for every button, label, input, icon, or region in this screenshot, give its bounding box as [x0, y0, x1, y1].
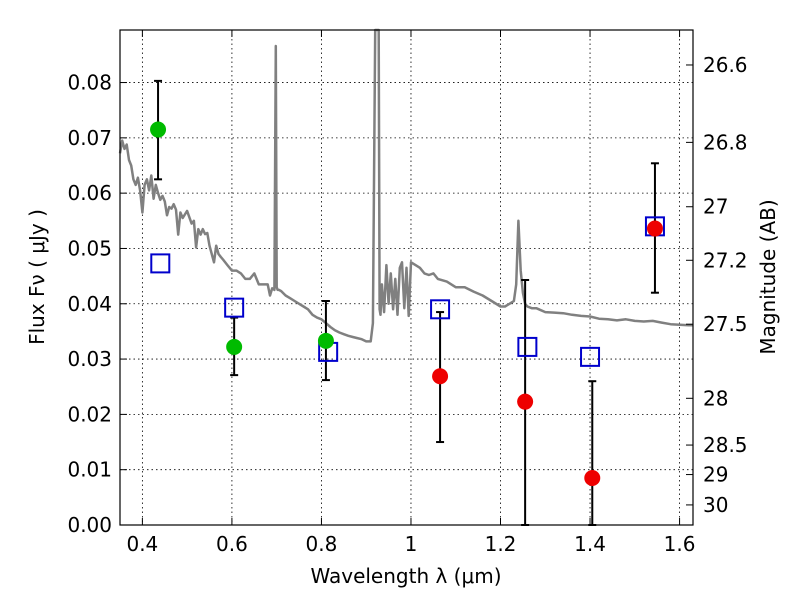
y2-tick-label: 26.6	[703, 53, 748, 77]
x-tick-label: 1.4	[574, 532, 606, 556]
model-square-marker	[580, 346, 601, 367]
green-data-point	[150, 121, 167, 138]
y2-tick-label: 27	[703, 195, 728, 219]
model-square-marker	[224, 297, 245, 318]
y-tick-label: 0.01	[67, 458, 112, 482]
y2-tick-label: 29	[703, 463, 728, 487]
x-tick-label: 1.6	[664, 532, 696, 556]
y-tick-label: 0.03	[67, 347, 112, 371]
x-tick-label: 1	[405, 532, 418, 556]
red-data-point	[517, 393, 534, 410]
x-tick-label: 0.4	[126, 532, 158, 556]
x-axis-title: Wavelength λ (μm)	[310, 564, 501, 588]
y-tick-label: 0.04	[67, 292, 112, 316]
y-tick-label: 0.08	[67, 71, 112, 95]
y-tick-label: 0.02	[67, 402, 112, 426]
red-data-point	[584, 469, 601, 486]
y-tick-label: 0.06	[67, 181, 112, 205]
green-data-point	[317, 332, 334, 349]
model-spectrum-layer	[118, 28, 693, 343]
observed-photometry-points	[150, 121, 663, 486]
y-axis-title: Flux Fν ( μJy )	[25, 209, 49, 345]
y2-tick-label: 28	[703, 386, 728, 410]
x-tick-label: 0.8	[306, 532, 338, 556]
red-data-point	[432, 368, 449, 385]
model-spectrum-line	[118, 28, 693, 343]
y2-tick-label: 28.5	[703, 433, 748, 457]
y2-tick-label: 30	[703, 493, 728, 517]
model-square-marker	[150, 253, 171, 274]
x-tick-label: 0.6	[216, 532, 248, 556]
green-data-point	[226, 338, 243, 355]
y2-tick-label: 27.5	[703, 312, 748, 336]
y2-tick-label: 26.8	[703, 130, 748, 154]
plot-frame	[119, 29, 694, 526]
y-tick-label: 0.00	[67, 513, 112, 537]
y2-tick-label: 27.2	[703, 248, 748, 272]
y2-axis-title: Magnitude (AB)	[756, 199, 780, 354]
model-square-marker	[517, 336, 538, 357]
x-tick-label: 1.2	[485, 532, 517, 556]
y-tick-label: 0.07	[67, 126, 112, 150]
axis-ticks	[120, 30, 693, 526]
red-data-point	[646, 220, 663, 237]
tick-labels: 0.4 0.6 0.8 1 1.2 1.4 1.6 0.00 0.01 0.02 0.03 0.04 0…	[67, 53, 747, 556]
model-square-marker	[430, 299, 451, 320]
y-tick-label: 0.05	[67, 236, 112, 260]
